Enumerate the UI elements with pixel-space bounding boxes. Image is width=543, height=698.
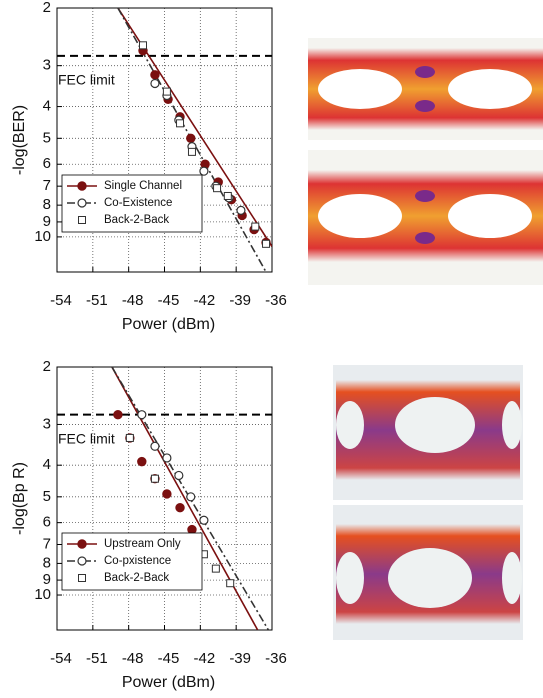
marker — [223, 191, 232, 200]
legend-label: Upstream Only — [104, 538, 181, 550]
x-tick-label: -36 — [265, 292, 287, 309]
marker — [187, 147, 196, 156]
fec-limit-label: FEC limit — [58, 430, 115, 446]
marker — [186, 133, 196, 144]
y-tick-label: 3 — [43, 57, 51, 74]
fit-line — [111, 367, 270, 630]
y-tick-label: 8 — [43, 196, 51, 213]
marker — [78, 216, 86, 224]
x-tick-label: -54 — [50, 292, 72, 309]
marker — [150, 78, 160, 89]
y-axis-title: -log(BER) — [11, 105, 28, 175]
marker — [162, 87, 171, 96]
x-tick-label: -36 — [265, 650, 287, 667]
x-tick-label: -51 — [86, 292, 108, 309]
fec-limit-label: FEC limit — [58, 72, 115, 88]
marker — [77, 181, 87, 191]
x-axis-title: Power (dBm) — [122, 674, 215, 691]
y-tick-label: 3 — [43, 415, 51, 432]
marker — [77, 539, 87, 549]
x-tick-label: -45 — [158, 292, 180, 309]
marker — [139, 41, 147, 50]
legend-label: Co-pxistence — [104, 555, 171, 567]
y-tick-label: 6 — [43, 514, 51, 531]
y-tick-label: 9 — [43, 571, 51, 588]
y-tick-label: 9 — [43, 213, 51, 230]
marker — [199, 515, 209, 525]
y-tick-label: 2 — [43, 0, 51, 16]
marker — [137, 410, 147, 420]
marker — [150, 70, 160, 80]
x-axis-title: Power (dBm) — [122, 316, 215, 333]
marker — [187, 524, 197, 535]
marker — [77, 198, 87, 208]
eye-diagram — [308, 150, 543, 285]
x-tick-label: -51 — [86, 650, 108, 667]
marker — [113, 409, 123, 420]
eye-diagram — [333, 365, 523, 500]
marker — [78, 574, 86, 582]
y-tick-label: 5 — [43, 129, 51, 146]
y-tick-label: 2 — [43, 358, 51, 375]
marker — [150, 474, 159, 483]
eye-diagram — [333, 505, 523, 640]
marker — [174, 470, 184, 481]
y-tick-label: 10 — [34, 586, 51, 603]
y-tick-label: 6 — [43, 155, 51, 172]
marker — [175, 503, 185, 513]
marker — [213, 184, 222, 193]
legend-label: Back-2-Back — [104, 214, 169, 226]
x-tick-label: -48 — [122, 292, 144, 309]
marker — [186, 492, 196, 502]
legend-label: Back-2-Back — [104, 572, 169, 584]
y-tick-label: 8 — [43, 554, 51, 571]
marker — [251, 222, 260, 231]
y-tick-label: 7 — [43, 177, 51, 194]
marker — [125, 433, 134, 442]
x-tick-label: -45 — [158, 650, 180, 667]
marker — [150, 441, 160, 451]
y-tick-label: 5 — [43, 488, 51, 505]
x-tick-label: -42 — [193, 650, 215, 667]
x-tick-label: -39 — [229, 650, 251, 667]
y-axis-title: -log(Bp R) — [11, 462, 28, 535]
y-tick-label: 10 — [34, 228, 51, 245]
y-tick-label: 4 — [43, 456, 51, 473]
x-tick-label: -39 — [229, 292, 251, 309]
marker — [137, 456, 147, 467]
marker — [211, 564, 220, 573]
eye-diagram — [308, 38, 543, 140]
plot-frame — [56, 7, 273, 273]
marker — [199, 166, 209, 176]
marker — [176, 119, 185, 128]
legend-label: Single Channel — [104, 180, 182, 192]
marker — [162, 453, 172, 463]
x-tick-label: -54 — [50, 650, 72, 667]
marker — [226, 579, 235, 588]
x-tick-label: -48 — [122, 650, 144, 667]
legend-label: Co-Existence — [104, 197, 172, 209]
marker — [236, 205, 246, 215]
plot-frame — [56, 366, 273, 631]
marker — [77, 556, 87, 566]
legend: Upstream Only Co-pxistence Back-2-Back — [61, 532, 203, 591]
y-tick-label: 7 — [43, 535, 51, 552]
marker — [262, 239, 271, 248]
legend: Single Channel Co-Existence Back-2-Back — [61, 174, 203, 233]
x-tick-label: -42 — [193, 292, 215, 309]
marker — [162, 489, 172, 499]
y-tick-label: 4 — [43, 98, 51, 115]
